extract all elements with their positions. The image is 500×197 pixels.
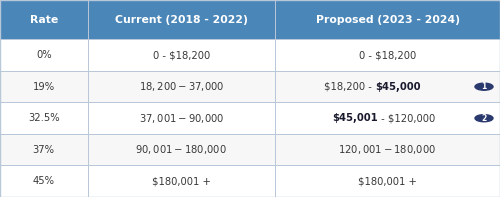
Text: 19%: 19% bbox=[32, 82, 55, 92]
Text: $90,001 - $180,000: $90,001 - $180,000 bbox=[136, 143, 227, 156]
Text: Proposed (2023 - 2024): Proposed (2023 - 2024) bbox=[316, 15, 460, 25]
Text: $180,001 +: $180,001 + bbox=[358, 176, 417, 186]
Text: $45,000: $45,000 bbox=[375, 82, 420, 92]
Bar bbox=[88, 39, 275, 71]
Bar bbox=[0, 165, 88, 197]
Text: 0 - $18,200: 0 - $18,200 bbox=[359, 50, 416, 60]
Text: $18,200 -: $18,200 - bbox=[324, 82, 375, 92]
Text: Rate: Rate bbox=[30, 15, 58, 25]
Bar bbox=[275, 39, 500, 71]
Bar bbox=[275, 134, 500, 165]
Bar bbox=[88, 165, 275, 197]
Bar bbox=[0, 134, 88, 165]
Text: 0 - $18,200: 0 - $18,200 bbox=[152, 50, 210, 60]
Bar bbox=[275, 165, 500, 197]
Bar bbox=[88, 71, 275, 102]
Bar bbox=[88, 102, 275, 134]
Text: 2: 2 bbox=[482, 114, 486, 123]
Text: - $120,000: - $120,000 bbox=[378, 113, 435, 123]
Text: Current (2018 - 2022): Current (2018 - 2022) bbox=[115, 15, 248, 25]
Text: $120,001 - $180,000: $120,001 - $180,000 bbox=[338, 143, 436, 156]
Text: 0%: 0% bbox=[36, 50, 52, 60]
Text: 1: 1 bbox=[482, 82, 486, 91]
Bar bbox=[0, 0, 88, 39]
Bar bbox=[275, 0, 500, 39]
Circle shape bbox=[475, 115, 493, 122]
Text: 32.5%: 32.5% bbox=[28, 113, 60, 123]
Bar bbox=[0, 102, 88, 134]
Bar bbox=[0, 71, 88, 102]
Text: $37,001 - $90,000: $37,001 - $90,000 bbox=[138, 112, 224, 125]
Text: 37%: 37% bbox=[33, 145, 55, 155]
Circle shape bbox=[475, 83, 493, 90]
Bar bbox=[275, 71, 500, 102]
Text: $18,200 - $37,000: $18,200 - $37,000 bbox=[138, 80, 224, 93]
Bar bbox=[275, 102, 500, 134]
Text: $180,001 +: $180,001 + bbox=[152, 176, 210, 186]
Text: $45,001: $45,001 bbox=[332, 113, 378, 123]
Text: 45%: 45% bbox=[33, 176, 55, 186]
Bar bbox=[88, 0, 275, 39]
Bar bbox=[88, 134, 275, 165]
Bar bbox=[0, 39, 88, 71]
